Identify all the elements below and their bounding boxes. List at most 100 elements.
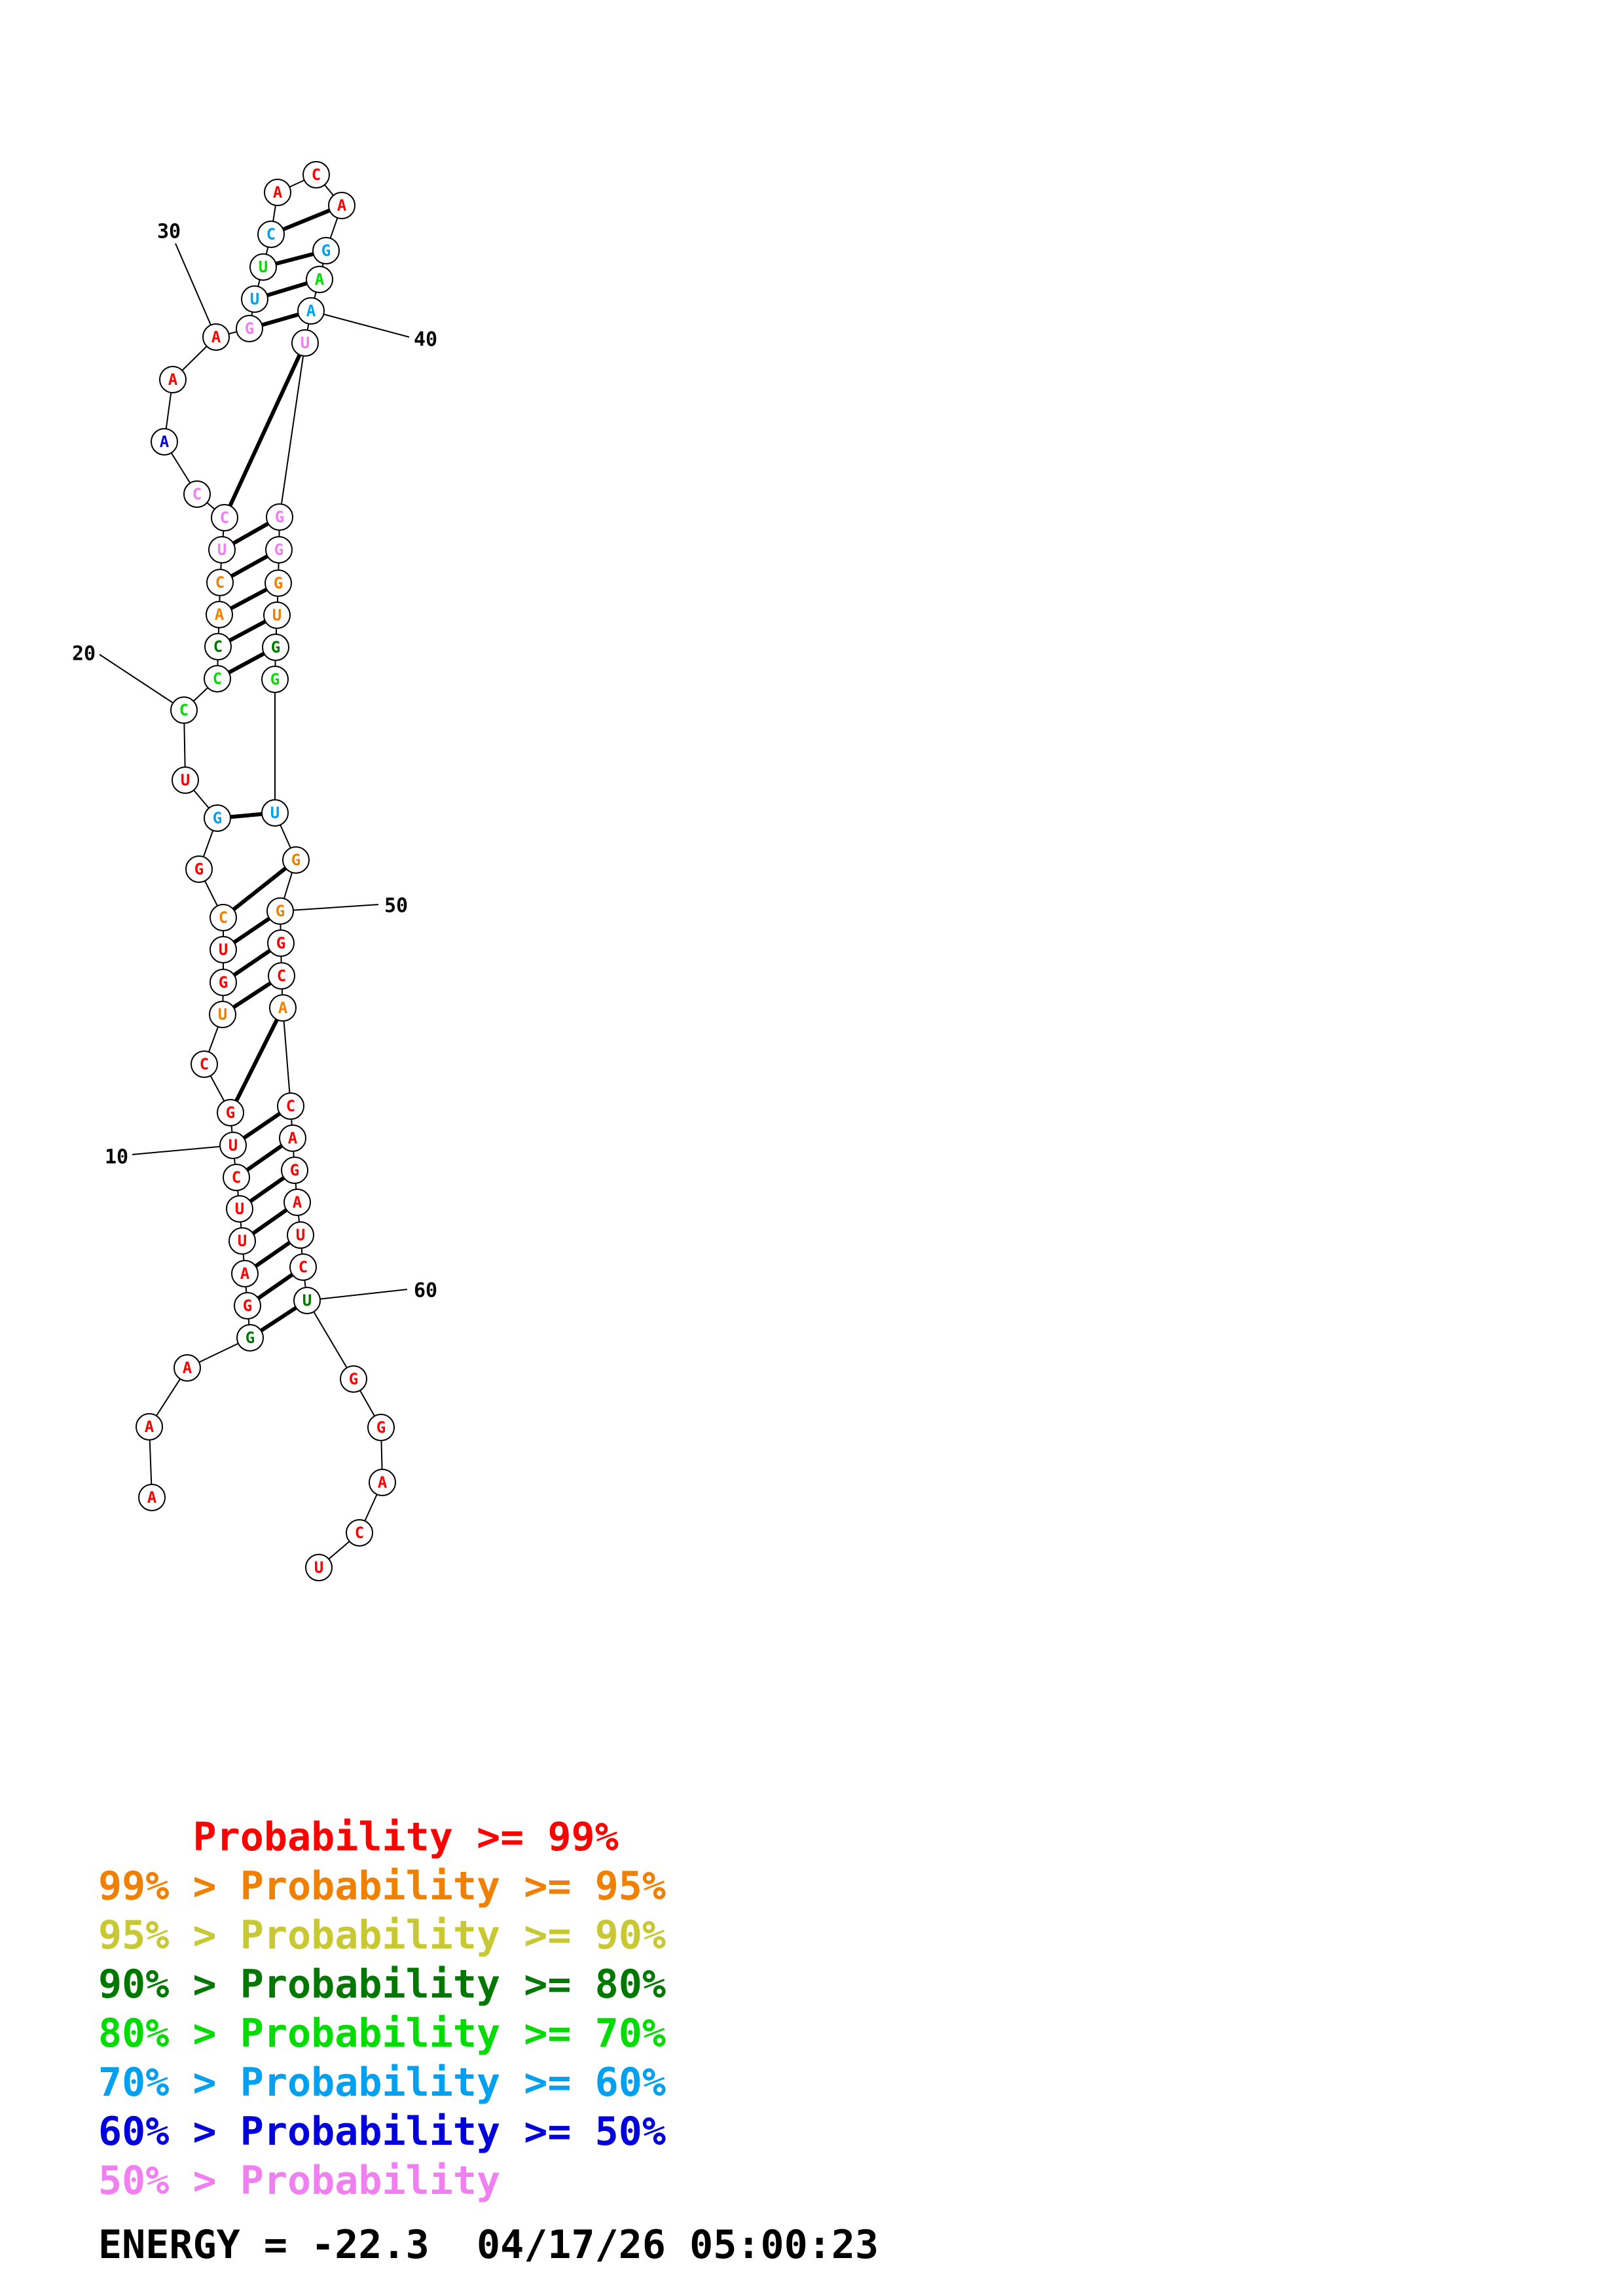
nucleotide-circle: [287, 1221, 314, 1249]
nucleotide: C: [277, 1092, 304, 1120]
nucleotide-letter: U: [238, 1232, 247, 1250]
nucleotide-letter: U: [235, 1200, 244, 1218]
nucleotide-circle: [277, 1092, 304, 1120]
nucleotide-letter: C: [286, 1097, 295, 1115]
nucleotide: G: [236, 315, 263, 342]
nucleotide-circle: [159, 366, 187, 393]
nucleotide: C: [211, 504, 238, 531]
nucleotide-letter: U: [219, 941, 228, 959]
nucleotide-circle: [226, 1195, 253, 1223]
nucleotide-circle: [231, 1260, 259, 1287]
nucleotide-letter: C: [299, 1258, 308, 1276]
nucleotide-circle: [263, 601, 291, 629]
nucleotide: C: [268, 962, 295, 990]
nucleotide: A: [202, 323, 230, 351]
nucleotide-circle: [136, 1413, 163, 1441]
nucleotide: G: [267, 929, 295, 957]
nucleotide-circle: [172, 766, 199, 794]
nucleotide: G: [281, 1157, 308, 1184]
nucleotide-letter: A: [211, 328, 221, 346]
nucleotide-circle: [297, 297, 325, 325]
probability-legend: Probability >= 99% 99% > Probability >= 9…: [98, 1813, 666, 2206]
nucleotide-circle: [269, 994, 297, 1022]
nucleotide-circle: [283, 1189, 311, 1216]
nucleotide: G: [217, 1099, 244, 1126]
nucleotide-circle: [206, 601, 233, 628]
nucleotide-letter: C: [213, 670, 222, 688]
nucleotide-letter: C: [220, 509, 229, 527]
nucleotide-letter: U: [259, 258, 268, 276]
position-label: 40: [414, 329, 437, 351]
nucleotide: U: [226, 1195, 253, 1223]
nucleotide-circle: [138, 1484, 166, 1511]
nucleotide: U: [219, 1132, 247, 1159]
nucleotide-circle: [234, 1292, 261, 1319]
position-label: 60: [414, 1280, 437, 1302]
nucleotide-letter: G: [276, 934, 285, 952]
nucleotide-letter: A: [337, 196, 347, 215]
nucleotide: U: [291, 329, 319, 357]
backbone-bond: [279, 342, 306, 518]
nucleotide: A: [138, 1484, 166, 1511]
nucleotide-circle: [210, 936, 237, 963]
nucleotide-letter: G: [376, 1418, 386, 1437]
nucleotide: C: [257, 221, 285, 248]
nucleotide: A: [328, 192, 356, 219]
nucleotide: G: [265, 536, 293, 564]
nucleotide-letter: U: [302, 1291, 312, 1310]
backbone-bond: [306, 1300, 354, 1380]
nucleotide-circle: [267, 929, 295, 957]
nucleotide: U: [210, 936, 237, 963]
base-pair-bond: [222, 858, 297, 920]
nucleotide-letter: G: [213, 809, 222, 827]
nucleotide-letter: G: [243, 1297, 252, 1315]
nucleotide-letter: G: [274, 574, 283, 592]
nucleotide-letter: G: [226, 1103, 235, 1122]
nucleotide-circle: [249, 253, 277, 281]
nucleotide-circle: [268, 962, 295, 990]
nucleotide-letter: A: [160, 433, 170, 451]
nucleotide-letter: G: [274, 541, 283, 559]
nucleotide-circle: [236, 315, 263, 342]
nucleotide: C: [204, 665, 231, 692]
nucleotide-letter: U: [270, 804, 280, 822]
nucleotide-letter: U: [217, 541, 227, 559]
nucleotide-circle: [183, 480, 211, 508]
nucleotide-letter: A: [240, 1265, 250, 1283]
legend-row: Probability >= 99%: [98, 1814, 619, 1860]
nucleotide-letter: C: [266, 225, 276, 243]
nucleotide-letter: C: [215, 573, 225, 592]
nucleotide-circle: [204, 633, 232, 660]
nucleotide-circle: [241, 285, 268, 313]
nucleotide-letter: G: [271, 638, 280, 656]
position-label-tick: [99, 654, 185, 711]
nucleotide-letter: C: [192, 485, 202, 503]
nucleotide-letter: C: [200, 1055, 209, 1073]
position-label-tick: [306, 1289, 408, 1301]
nucleotide: C: [223, 1164, 250, 1191]
nucleotide: G: [266, 503, 293, 531]
position-label-tick: [175, 243, 217, 338]
nucleotide: C: [289, 1253, 317, 1281]
nucleotide: G: [340, 1365, 367, 1393]
nucleotide-letter: U: [301, 334, 310, 352]
nucleotide-letter: A: [145, 1418, 155, 1436]
nucleotide-circle: [257, 221, 285, 248]
nucleotide-circle: [312, 237, 340, 264]
nucleotide-letter: G: [290, 1161, 299, 1179]
nucleotide: U: [261, 799, 289, 827]
nucleotide: A: [173, 1354, 201, 1382]
nucleotide-letter: U: [218, 1005, 227, 1024]
nucleotide-letter: G: [321, 242, 331, 260]
nucleotide-circle: [281, 1157, 308, 1184]
nucleotide-circle: [289, 1253, 317, 1281]
legend-row: 95% > Probability >= 90%: [98, 1912, 666, 1958]
nucleotide: A: [136, 1413, 163, 1441]
nucleotide: U: [305, 1554, 333, 1581]
nucleotide: G: [264, 569, 292, 597]
nucleotide-circle: [369, 1469, 396, 1496]
nucleotide-circle: [261, 666, 289, 693]
nucleotide: G: [204, 804, 231, 832]
